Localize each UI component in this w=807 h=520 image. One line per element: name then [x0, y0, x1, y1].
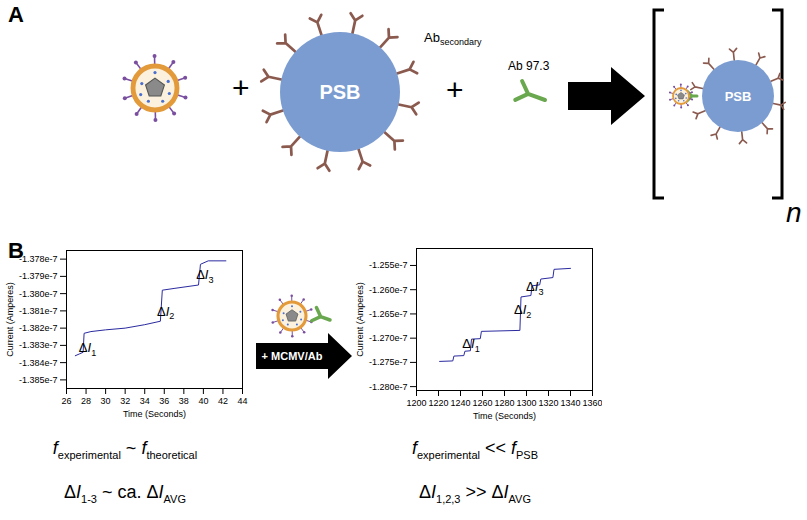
- svg-text:-1.280e-7: -1.280e-7: [369, 382, 408, 392]
- svg-text:1200: 1200: [406, 398, 426, 408]
- svg-text:1320: 1320: [538, 398, 558, 408]
- svg-text:-1.378e-7: -1.378e-7: [19, 254, 58, 264]
- svg-text:34: 34: [140, 396, 150, 406]
- html-text:fexperimental ~ ftheoretical: fexperimental ~ ftheoretical: [52, 438, 198, 461]
- svg-text:1360: 1360: [582, 398, 602, 408]
- svg-text:Ab 97.3: Ab 97.3: [508, 59, 550, 73]
- svg-text:-1.260e-7: -1.260e-7: [369, 285, 408, 295]
- svg-text:ΔI3: ΔI3: [526, 279, 543, 297]
- svg-text:1300: 1300: [516, 398, 536, 408]
- svg-text:44: 44: [237, 396, 247, 406]
- svg-text:36: 36: [159, 396, 169, 406]
- svg-text:40: 40: [198, 396, 208, 406]
- svg-text:Time (Seconds): Time (Seconds): [123, 409, 186, 419]
- svg-text:1280: 1280: [494, 398, 514, 408]
- svg-text:ΔI3: ΔI3: [196, 267, 213, 285]
- svg-text:n: n: [786, 197, 802, 228]
- html-text:Δ I1,2,3 >> Δ IAVG: Δ I1,2,3 >> Δ IAVG: [419, 482, 531, 505]
- svg-text:+: +: [446, 73, 464, 106]
- svg-text:ΔI2: ΔI2: [514, 302, 531, 320]
- svg-text:ΔI1: ΔI1: [79, 340, 96, 358]
- svg-text:-1.384e-7: -1.384e-7: [19, 358, 58, 368]
- svg-text:-1.385e-7: -1.385e-7: [19, 375, 58, 385]
- svg-text:28: 28: [81, 396, 91, 406]
- svg-text:ΔI1: ΔI1: [462, 336, 479, 354]
- svg-text:B: B: [8, 238, 24, 263]
- html-text:fexperimental << fPSB: fexperimental << fPSB: [412, 438, 538, 461]
- svg-text:ΔI2: ΔI2: [157, 304, 174, 322]
- svg-text:-1.383e-7: -1.383e-7: [19, 340, 58, 350]
- svg-text:1220: 1220: [428, 398, 448, 408]
- svg-text:A: A: [8, 2, 24, 27]
- svg-text:-1.380e-7: -1.380e-7: [19, 289, 58, 299]
- svg-text:1340: 1340: [560, 398, 580, 408]
- svg-text:30: 30: [101, 396, 111, 406]
- svg-text:Time (Seconds): Time (Seconds): [473, 411, 536, 421]
- svg-text:Current (Amperes): Current (Amperes): [355, 282, 365, 357]
- svg-text:-1.265e-7: -1.265e-7: [369, 309, 408, 319]
- html-text:Δ I1-3 ~ ca. Δ IAVG: Δ I1-3 ~ ca. Δ IAVG: [64, 482, 186, 505]
- svg-text:+ MCMV/Ab: + MCMV/Ab: [262, 350, 323, 362]
- svg-text:26: 26: [61, 396, 71, 406]
- svg-text:1240: 1240: [450, 398, 470, 408]
- svg-text:PSB: PSB: [725, 89, 752, 104]
- svg-text:PSB: PSB: [319, 81, 360, 103]
- svg-text:-1.255e-7: -1.255e-7: [369, 260, 408, 270]
- svg-text:Absecondary: Absecondary: [424, 30, 482, 47]
- svg-text:-1.382e-7: -1.382e-7: [19, 323, 58, 333]
- svg-text:32: 32: [120, 396, 130, 406]
- svg-text:Current (Amperes): Current (Amperes): [5, 282, 15, 357]
- svg-text:+: +: [232, 71, 250, 104]
- svg-text:38: 38: [179, 396, 189, 406]
- svg-text:1260: 1260: [472, 398, 492, 408]
- svg-text:-1.270e-7: -1.270e-7: [369, 333, 408, 343]
- svg-text:-1.381e-7: -1.381e-7: [19, 306, 58, 316]
- svg-text:-1.275e-7: -1.275e-7: [369, 357, 408, 367]
- svg-text:-1.379e-7: -1.379e-7: [19, 271, 58, 281]
- svg-text:42: 42: [218, 396, 228, 406]
